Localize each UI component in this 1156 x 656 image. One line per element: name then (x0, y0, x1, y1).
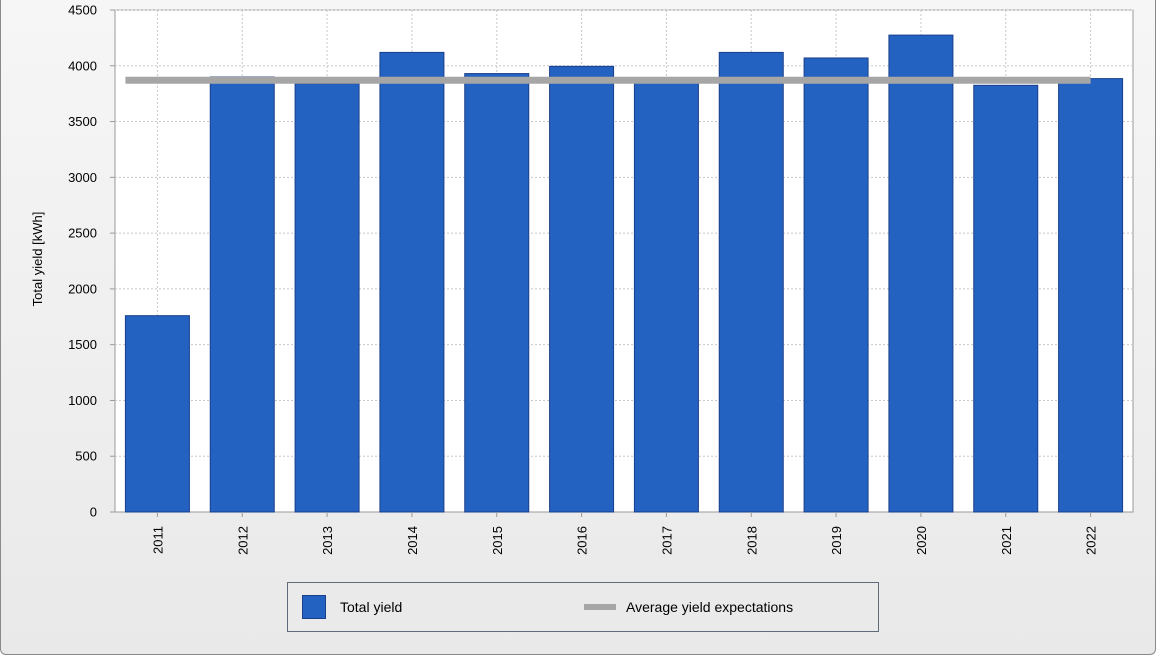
x-tick-label-2022: 2022 (1084, 526, 1099, 555)
legend: Total yield Average yield expectations (287, 582, 879, 632)
legend-item-total-yield: Total yield (302, 583, 402, 631)
bar-2018 (718, 51, 784, 513)
plot-area (114, 9, 1134, 513)
bar-2020 (888, 34, 954, 513)
y-axis-ticks: 0 500 1000 1500 2000 2500 3000 3500 4000 4500 (68, 3, 115, 520)
legend-item-average-yield: Average yield expectations (584, 583, 793, 631)
x-tick-label-2020: 2020 (914, 526, 929, 555)
bar-2012 (209, 76, 275, 513)
gridlines (115, 9, 1133, 512)
y-tick-label: 1500 (68, 337, 97, 352)
bar-2014 (379, 51, 445, 513)
x-tick-label-2014: 2014 (405, 526, 420, 555)
legend-swatch-total-yield (302, 595, 326, 619)
y-tick-label: 2500 (68, 226, 97, 241)
y-tick-label: 1000 (68, 393, 97, 408)
legend-label-average-yield: Average yield expectations (626, 599, 794, 615)
legend-swatch-average-yield (584, 604, 616, 610)
bar-2019 (803, 57, 869, 513)
x-tick-label-2017: 2017 (659, 526, 674, 555)
y-tick-label: 3000 (68, 170, 97, 185)
bar-2022 (1058, 78, 1124, 513)
x-tick-label-2021: 2021 (999, 526, 1014, 555)
bar-2013 (294, 83, 360, 513)
y-tick-label: 2000 (68, 281, 97, 296)
y-tick-label: 4000 (68, 58, 97, 73)
yield-chart: 0 500 1000 1500 2000 2500 3000 3500 4000 4500 201… (30, 3, 1134, 555)
x-tick-label-2013: 2013 (320, 526, 335, 555)
x-tick-label-2015: 2015 (490, 526, 505, 555)
bar-2017 (633, 79, 699, 513)
legend-label-total-yield: Total yield (340, 599, 403, 615)
y-tick-label: 4500 (68, 3, 97, 18)
y-tick-label: 3500 (68, 114, 97, 129)
bar-2021 (973, 84, 1039, 513)
y-axis-label: Total yield [kWh] (30, 212, 45, 307)
x-tick-label-2018: 2018 (744, 526, 759, 555)
x-axis-ticks: 2011 2012 2013 2014 2015 2016 2017 2018 2019 2020… (150, 512, 1099, 555)
bar-2016 (549, 65, 615, 513)
y-tick-label: 0 (90, 505, 97, 520)
bar-series-total-yield (124, 34, 1124, 513)
bar-2011 (124, 315, 190, 513)
x-tick-label-2012: 2012 (235, 526, 250, 555)
y-tick-label: 500 (75, 449, 97, 464)
x-tick-label-2016: 2016 (575, 526, 590, 555)
x-tick-label-2011: 2011 (150, 526, 165, 554)
bar-2015 (464, 73, 530, 513)
x-tick-label-2019: 2019 (829, 526, 844, 555)
